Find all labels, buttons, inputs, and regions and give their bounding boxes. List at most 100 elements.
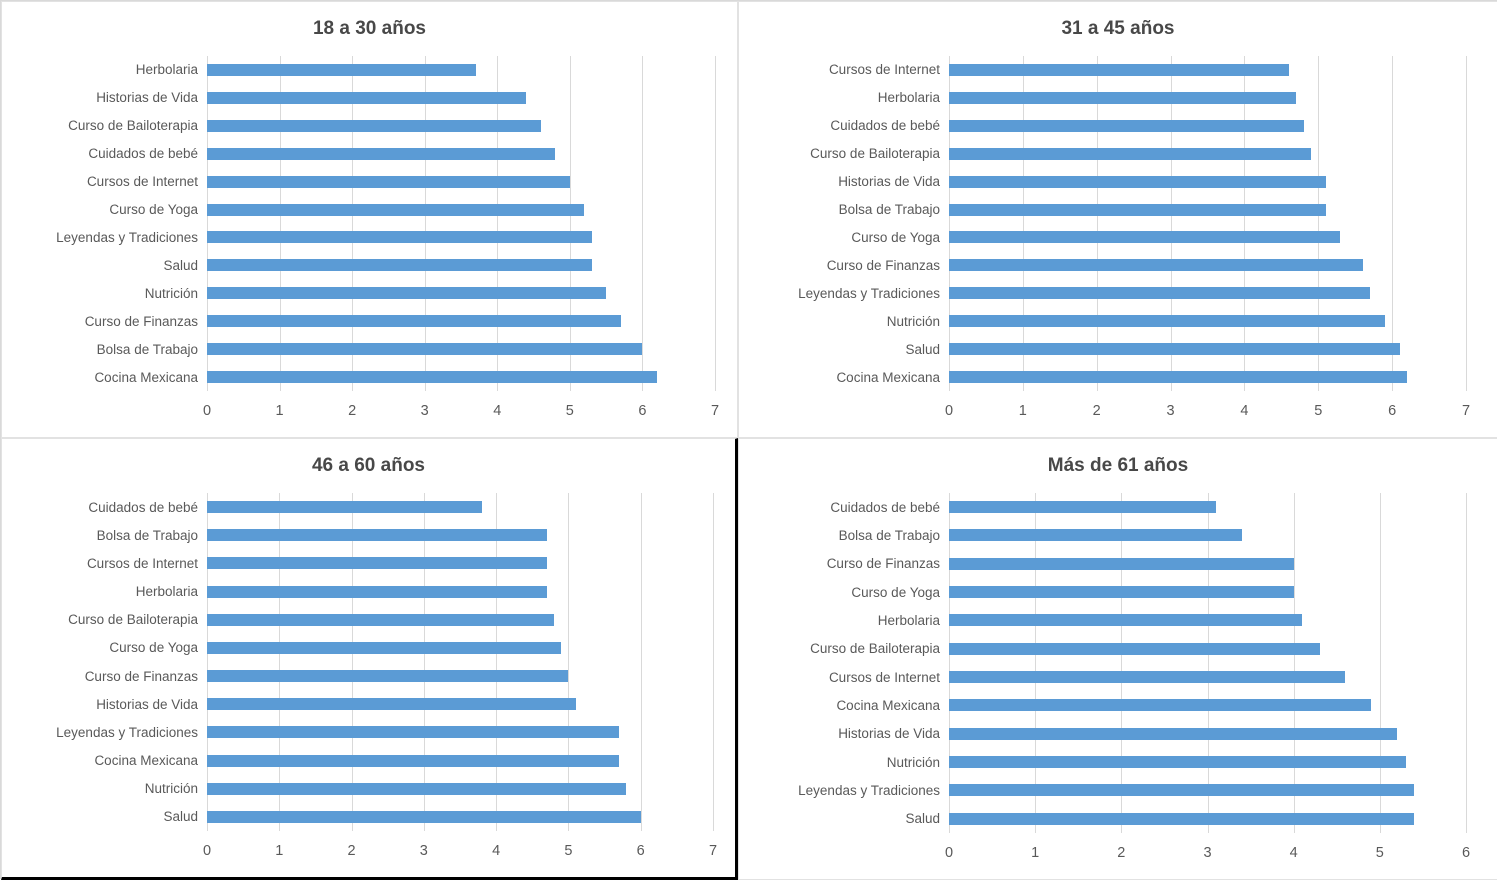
category-label: Herbolaria (135, 62, 198, 78)
bar (949, 259, 1363, 272)
chart-panel-mas-de-61[interactable]: Más de 61 años Cuidados de bebé Bolsa de … (738, 438, 1497, 880)
gridline (424, 56, 426, 391)
bar-chart: Herbolaria Historias de Vida Curso de Bail… (2, 48, 737, 437)
category-label: Cuidados de bebé (88, 499, 198, 515)
category-label: Nutrición (144, 285, 198, 301)
gridline (1207, 493, 1209, 833)
x-axis-tick-label: 7 (1461, 403, 1471, 419)
x-axis-tick-label: 7 (710, 403, 720, 419)
x-axis-tick-label: 6 (636, 843, 645, 859)
x-axis-tick-label: 2 (1092, 403, 1101, 419)
gridline (642, 56, 644, 391)
category-axis: Herbolaria Historias de Vida Curso de Bail… (2, 56, 207, 391)
bar (207, 231, 592, 244)
bar-row (949, 224, 1466, 252)
bar (949, 727, 1398, 740)
bar-row (949, 112, 1466, 140)
bar-chart: Cuidados de bebé Bolsa de Trabajo Cursos d… (2, 485, 735, 877)
bar (207, 371, 657, 384)
bar-row (207, 578, 713, 606)
bar-row (207, 224, 715, 252)
bar-row (949, 805, 1466, 833)
category-label: Curso de Yoga (109, 640, 198, 656)
x-axis: 0 1 2 3 4 5 6 7 (945, 391, 1470, 437)
bar (949, 812, 1415, 825)
bar-row (207, 363, 715, 391)
category-label: Curso de Bailoterapia (68, 612, 198, 628)
bar-row (949, 606, 1466, 634)
bar-row (207, 690, 713, 718)
bar (207, 119, 541, 132)
bar-row (949, 307, 1466, 335)
plot-area (949, 493, 1467, 833)
x-axis-tick-label: 6 (1388, 403, 1397, 419)
x-axis-tick-label: 5 (564, 843, 573, 859)
bar-row (949, 140, 1466, 168)
category-label: Herbolaria (877, 612, 940, 628)
category-label: Cursos de Internet (828, 62, 940, 78)
bar-row (207, 747, 713, 775)
bar-row (207, 168, 715, 196)
chart-panel-31-a-45[interactable]: 31 a 45 años Cursos de Internet Herbolari… (738, 1, 1497, 438)
bar (949, 147, 1311, 160)
bar (949, 586, 1294, 599)
category-label: Historias de Vida (838, 726, 940, 742)
category-label: Cuidados de bebé (88, 146, 198, 162)
axis-corner (739, 391, 949, 437)
x-axis-tick-label: 1 (1031, 845, 1040, 861)
x-axis-tick-label: 0 (202, 843, 212, 859)
category-label: Curso de Finanzas (84, 313, 198, 329)
bar-row (207, 196, 715, 224)
x-axis-tick-label: 3 (420, 403, 429, 419)
category-label: Curso de Bailoterapia (68, 118, 198, 134)
gridline (640, 493, 642, 831)
bar-row (207, 662, 713, 690)
bar-row (949, 748, 1466, 776)
gridline (713, 493, 714, 831)
bar-chart: Cursos de Internet Herbolaria Cuidados de … (739, 48, 1497, 437)
axis-corner (2, 391, 207, 437)
x-axis-tick-label: 6 (638, 403, 647, 419)
x-axis-tick-label: 4 (1240, 403, 1249, 419)
bar (207, 259, 592, 272)
bar-row (207, 307, 715, 335)
bar-chart: Cuidados de bebé Bolsa de Trabajo Curso de… (739, 485, 1497, 879)
bar-row (207, 521, 713, 549)
gridline (715, 56, 716, 391)
bar (949, 371, 1407, 384)
x-axis-tick-label: 1 (275, 843, 284, 859)
gridline (207, 56, 208, 391)
chart-title: 31 a 45 años (1061, 18, 1175, 39)
bar (207, 529, 547, 542)
bar (949, 614, 1303, 627)
bar (949, 529, 1242, 542)
x-axis: 0 1 2 3 4 5 6 7 (203, 831, 717, 877)
chart-title: Más de 61 años (1047, 455, 1189, 476)
category-axis: Cuidados de bebé Bolsa de Trabajo Cursos d… (2, 493, 207, 831)
category-label: Salud (163, 257, 198, 273)
chart-panel-46-a-60[interactable]: 46 a 60 años Cuidados de bebé Bolsa de Tr… (1, 438, 738, 880)
category-label: Curso de Finanzas (84, 668, 198, 684)
bar (207, 501, 482, 514)
bar (207, 782, 627, 795)
x-axis-tick-label: 0 (202, 403, 212, 419)
bar-row (949, 168, 1466, 196)
bar (207, 557, 547, 570)
bar (949, 343, 1400, 356)
bar (949, 175, 1326, 188)
bar-row (949, 663, 1466, 691)
bar-row (207, 634, 713, 662)
gridline (279, 56, 281, 391)
x-axis-tick-label: 3 (1166, 403, 1175, 419)
gridline (1022, 56, 1024, 391)
bar-row (207, 84, 715, 112)
x-axis-tick-label: 4 (1289, 845, 1298, 861)
gridline (1096, 56, 1098, 391)
category-label: Cocina Mexicana (836, 369, 940, 385)
chart-panel-18-a-30[interactable]: 18 a 30 años Herbolaria Historias de Vida… (1, 1, 738, 438)
category-label: Curso de Yoga (109, 202, 198, 218)
bar (949, 784, 1415, 797)
bar (207, 63, 476, 76)
category-label: Curso de Bailoterapia (810, 641, 940, 657)
